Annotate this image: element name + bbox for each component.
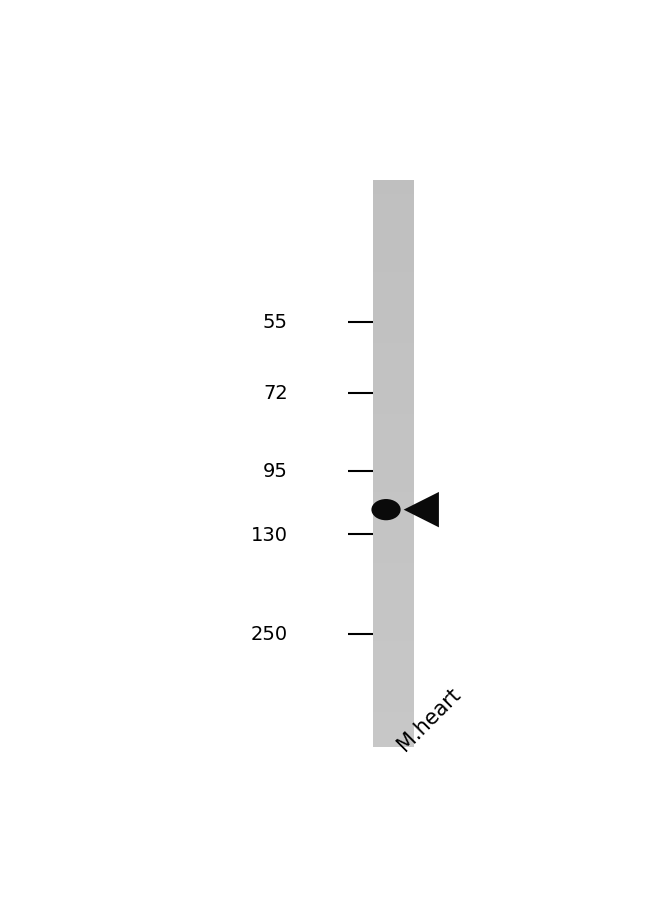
Bar <box>373 386 413 393</box>
Text: 130: 130 <box>251 526 288 544</box>
Bar <box>373 365 413 372</box>
Bar <box>373 244 413 252</box>
Bar <box>373 726 413 733</box>
Bar <box>373 266 413 273</box>
Bar <box>373 414 413 422</box>
Bar <box>373 641 413 648</box>
Bar <box>373 485 413 493</box>
Ellipse shape <box>371 499 400 521</box>
Bar <box>373 457 413 464</box>
Bar <box>373 401 413 407</box>
Bar <box>373 733 413 740</box>
Bar <box>373 684 413 690</box>
Bar <box>373 690 413 698</box>
Bar <box>373 252 413 259</box>
Bar <box>373 422 413 428</box>
Bar <box>373 195 413 202</box>
Bar <box>373 493 413 499</box>
Bar <box>373 499 413 506</box>
Text: M.heart: M.heart <box>393 684 464 754</box>
Text: 95: 95 <box>263 461 288 481</box>
Bar <box>373 450 413 457</box>
Bar <box>373 202 413 210</box>
Bar <box>373 464 413 471</box>
Bar <box>373 273 413 280</box>
Bar <box>373 577 413 584</box>
Text: 72: 72 <box>263 384 288 403</box>
Bar <box>373 330 413 336</box>
Bar <box>373 259 413 266</box>
Bar <box>373 478 413 485</box>
Bar <box>373 223 413 231</box>
Bar <box>373 380 413 386</box>
Bar <box>373 521 413 528</box>
Bar <box>373 210 413 216</box>
Bar <box>373 663 413 669</box>
Text: 250: 250 <box>251 624 288 643</box>
Bar <box>373 606 413 613</box>
Bar <box>373 592 413 598</box>
Bar <box>373 280 413 287</box>
Bar <box>373 238 413 244</box>
Bar <box>373 627 413 634</box>
Bar <box>373 287 413 294</box>
Bar <box>373 309 413 315</box>
Bar <box>373 711 413 719</box>
Bar <box>373 705 413 711</box>
Bar <box>373 216 413 223</box>
Bar <box>373 351 413 357</box>
Text: 55: 55 <box>263 313 288 332</box>
Bar <box>373 740 413 747</box>
Bar <box>373 584 413 592</box>
Bar <box>373 436 413 443</box>
Bar <box>373 669 413 676</box>
Bar <box>373 323 413 330</box>
Bar <box>373 336 413 344</box>
Bar <box>373 535 413 542</box>
Bar <box>373 471 413 478</box>
Bar <box>373 514 413 521</box>
Bar <box>373 549 413 556</box>
Bar <box>373 372 413 380</box>
Bar <box>373 570 413 577</box>
Bar <box>373 613 413 619</box>
Bar <box>373 181 413 188</box>
Bar <box>373 407 413 414</box>
Bar <box>373 231 413 238</box>
Bar <box>373 506 413 514</box>
Bar <box>373 655 413 663</box>
Bar <box>373 528 413 535</box>
Bar <box>373 698 413 705</box>
Bar <box>373 344 413 351</box>
Bar <box>373 598 413 606</box>
Bar <box>373 443 413 450</box>
Bar <box>373 188 413 195</box>
Bar <box>373 676 413 684</box>
Bar <box>373 648 413 655</box>
Bar <box>373 315 413 323</box>
Bar <box>373 563 413 570</box>
Bar <box>373 556 413 563</box>
Bar <box>373 542 413 549</box>
Bar <box>373 357 413 365</box>
Polygon shape <box>404 493 439 528</box>
Bar <box>373 294 413 301</box>
Bar <box>373 634 413 641</box>
Bar <box>373 619 413 627</box>
Bar <box>373 719 413 726</box>
Bar <box>373 393 413 401</box>
Bar <box>373 301 413 309</box>
Bar <box>373 428 413 436</box>
